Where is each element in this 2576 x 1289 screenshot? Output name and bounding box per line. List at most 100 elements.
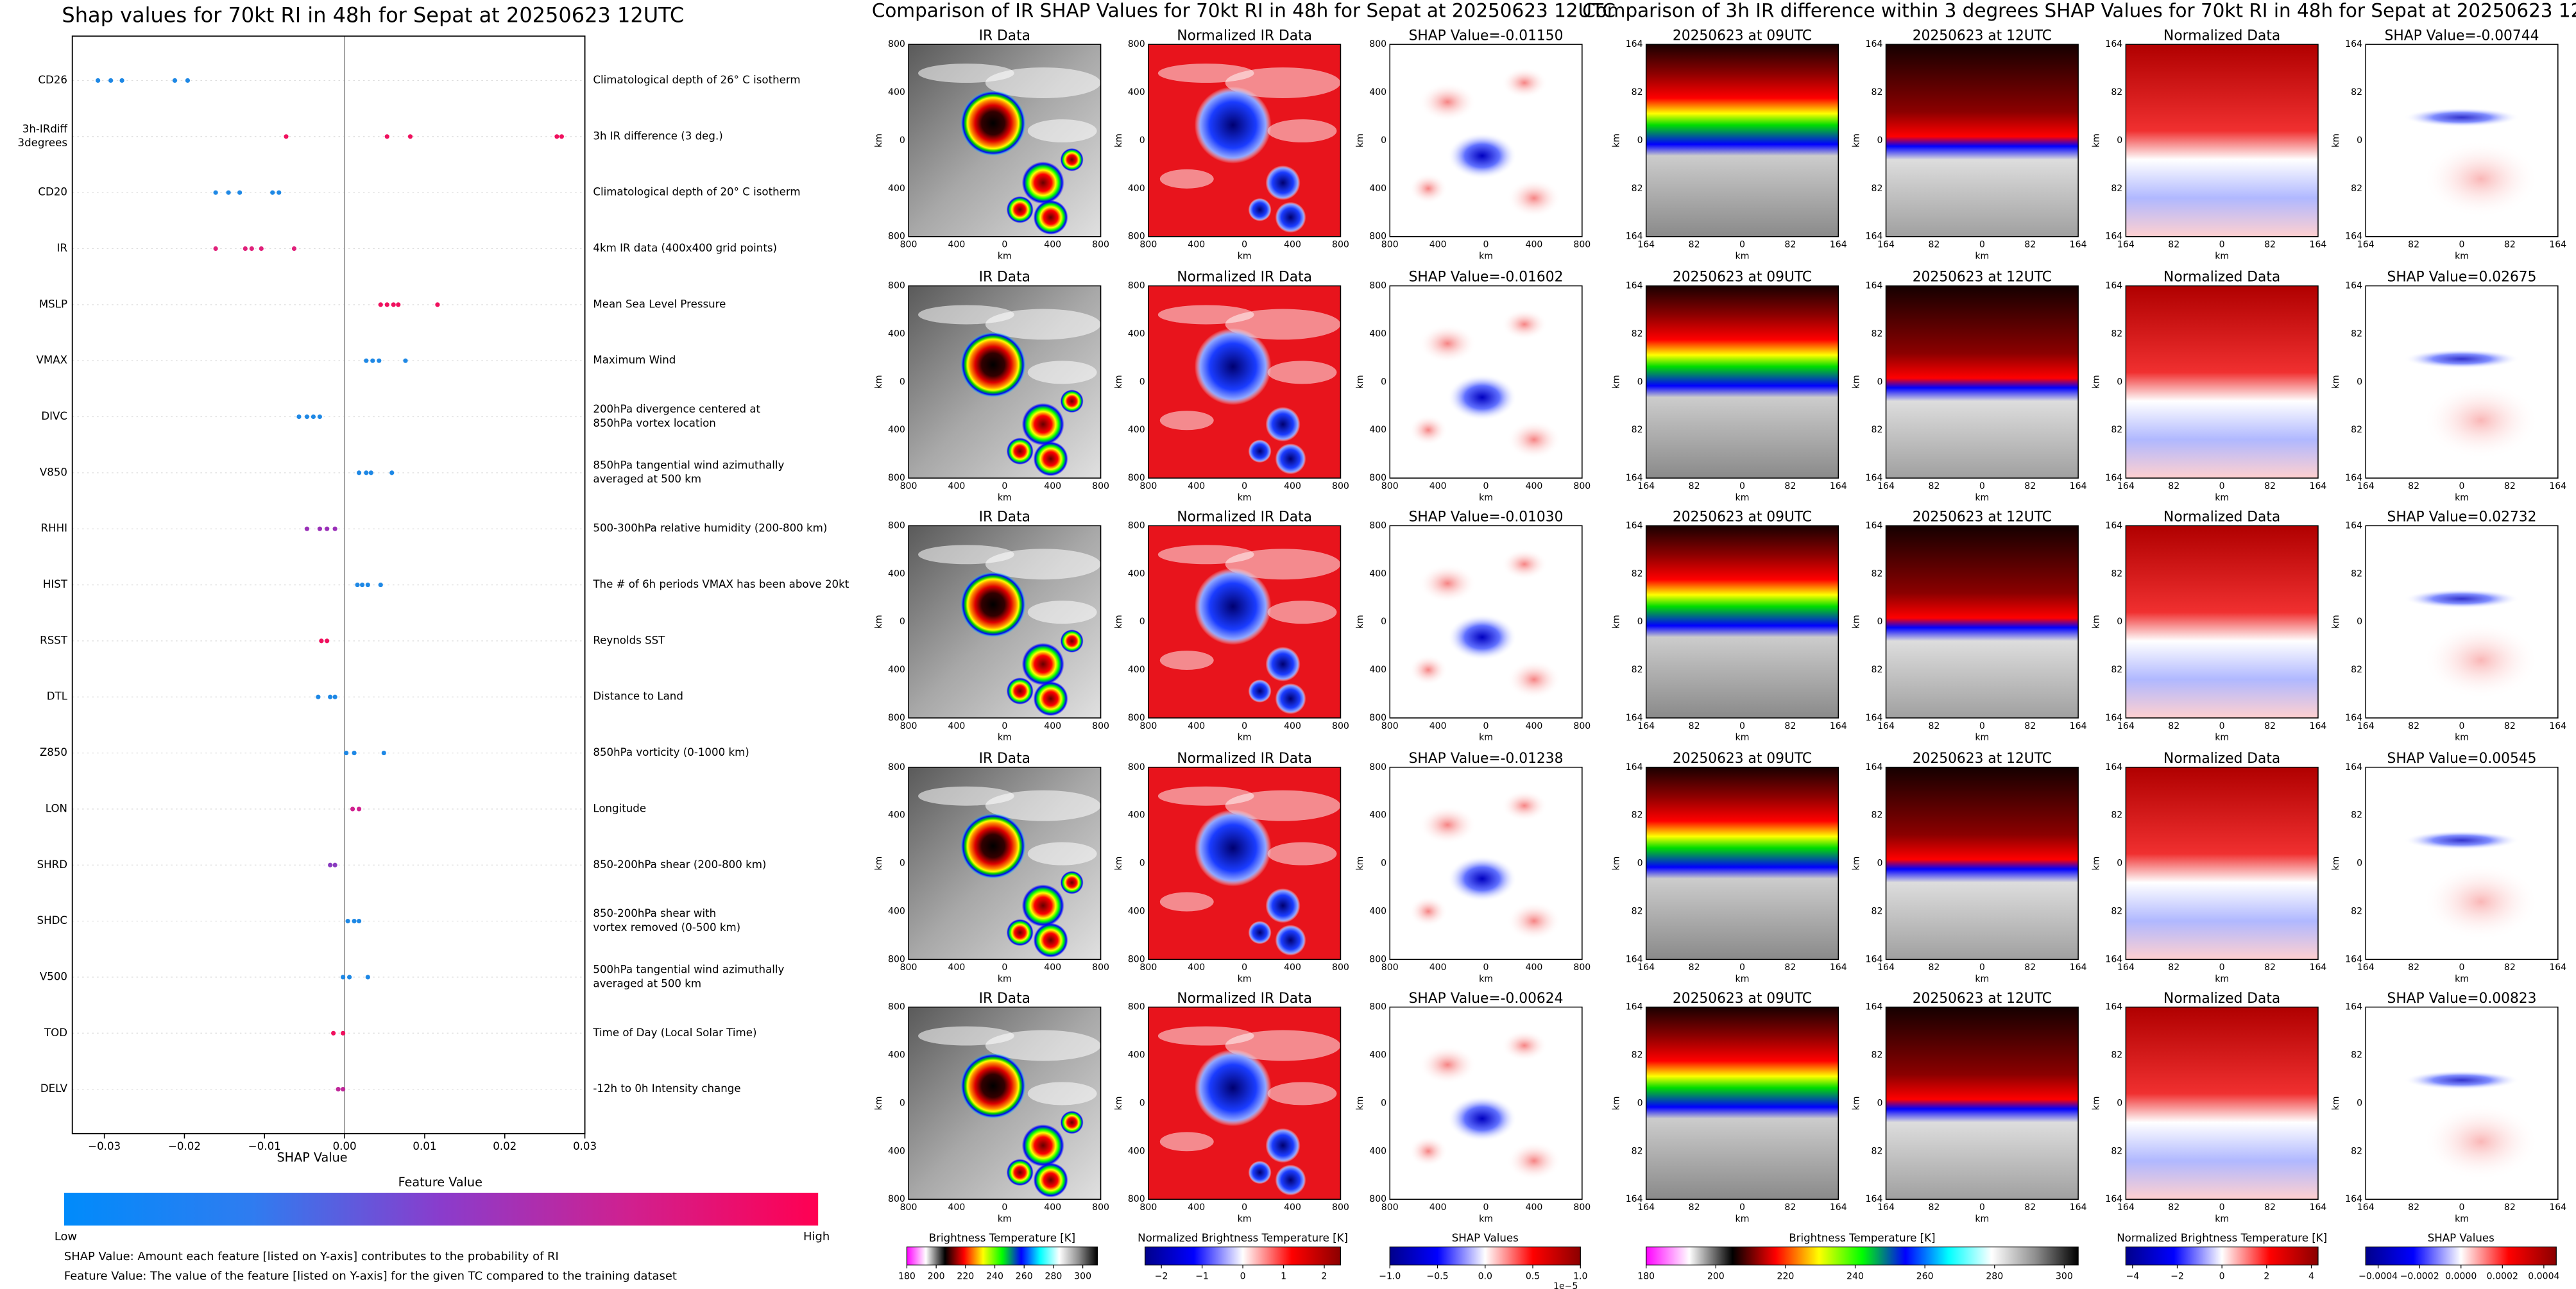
x-tick-label: 800 [900, 240, 917, 250]
cloud [917, 545, 1014, 565]
panel-title: IR Data [979, 751, 1030, 767]
colorbar-title: Feature Value [398, 1175, 482, 1190]
panel-title: SHAP Value=-0.01602 [1409, 269, 1564, 286]
x-tick-label: 82 [1689, 721, 1700, 731]
colorbar [1646, 1246, 2079, 1266]
x-tick-label: 82 [2504, 481, 2516, 491]
convection [1033, 923, 1068, 958]
x-tick-label: 164 [1637, 721, 1655, 731]
y-tick-label: 164 [2345, 39, 2362, 49]
x-tick-label: 82 [2408, 240, 2419, 250]
y-tick-label: 82 [1871, 1050, 1882, 1061]
cloud [985, 67, 1101, 99]
y-tick-label: 164 [1866, 520, 1883, 531]
y-tick-label: 0 [2117, 135, 2122, 146]
shap-point [319, 638, 324, 644]
y-tick-label: 400 [1128, 810, 1145, 821]
x-tick-label: 400 [1526, 481, 1543, 491]
x-tick-label: 0 [1979, 240, 1985, 250]
panel-image [1390, 44, 1582, 237]
x-tick-label: 0 [1002, 962, 1007, 973]
y-tick-label: 800 [1128, 1002, 1145, 1012]
y-tick-label: 164 [1626, 954, 1643, 964]
convection [1006, 196, 1034, 223]
panel-frame [1148, 767, 1342, 960]
panel-title: IR Data [979, 991, 1030, 1007]
colorbar-low: Low [55, 1230, 77, 1243]
shap-point [364, 358, 369, 363]
y-tick-label: 800 [1128, 1194, 1145, 1204]
shap-point [364, 470, 369, 475]
x-tick-label: 0 [2219, 721, 2225, 731]
panel-image [1646, 286, 1839, 479]
colorbar-tick-label: 280 [1986, 1272, 2003, 1282]
panel-title: SHAP Value=-0.01030 [1409, 509, 1564, 525]
shap-point [365, 582, 370, 588]
convection [1021, 643, 1064, 686]
x-tick-label: 400 [1188, 481, 1205, 491]
shap-point [291, 246, 297, 252]
cloud [1267, 119, 1337, 142]
x-tick-label: 400 [1284, 481, 1301, 491]
x-tick-label: 82 [1784, 481, 1796, 491]
bt-12 [1886, 44, 2079, 237]
x-tick-label: 800 [1092, 1202, 1109, 1213]
eye [960, 572, 1026, 638]
y-tick-label: 400 [888, 665, 905, 675]
shap-point [172, 78, 178, 83]
x-tick-label: 0 [1002, 481, 1007, 491]
x-tick-label: 800 [1139, 962, 1157, 973]
shap-point [296, 414, 302, 420]
panel-title: Normalized IR Data [1177, 28, 1312, 44]
colorbar-label: SHAP Values [2428, 1232, 2495, 1244]
x-tick-label: 82 [1784, 962, 1796, 973]
x-tick-label: 82 [2504, 962, 2516, 973]
y-tick-label: 82 [1871, 1146, 1882, 1156]
y-axis-label: km [2091, 1096, 2101, 1110]
x-tick-label: 0 [2459, 962, 2465, 973]
y-tick-label: 82 [1871, 329, 1882, 339]
convection [1021, 884, 1064, 927]
x-tick-label: 0 [1002, 721, 1007, 731]
shap-point [352, 919, 357, 924]
feature-label: DIVC [41, 410, 67, 422]
colorbar-tick-label: 0.0 [1478, 1272, 1492, 1282]
y-axis-label: km [874, 1096, 884, 1110]
x-tick-label: 82 [1689, 962, 1700, 973]
colorbar-tick-label: −2 [2171, 1272, 2184, 1282]
cloud [1267, 361, 1337, 384]
shap-red [1506, 420, 1561, 459]
shap-red [1419, 805, 1477, 844]
x-tick-label: 82 [2168, 962, 2179, 973]
panel-frame [2365, 44, 2559, 237]
x-tick-label: 164 [2549, 240, 2566, 250]
x-tick-label: 400 [1284, 1202, 1301, 1213]
shap-point [243, 246, 248, 252]
y-axis-label: km [2331, 857, 2341, 871]
y-tick-label: 400 [1369, 425, 1386, 435]
y-tick-label: 400 [1128, 425, 1145, 435]
y-tick-label: 800 [1128, 232, 1145, 242]
y-tick-label: 800 [1128, 520, 1145, 531]
x-tick-label: 164 [2070, 481, 2087, 491]
x-tick-label: 164 [2549, 1202, 2566, 1213]
y-tick-label: 82 [2111, 425, 2122, 435]
x-tick-label: 82 [2024, 1202, 2036, 1213]
panel-image [2126, 286, 2318, 479]
convection [1006, 678, 1034, 704]
colorbar-tick-label: −0.0004 [2358, 1272, 2398, 1282]
panel-frame [908, 285, 1102, 479]
y-tick-label: 164 [2345, 281, 2362, 291]
x-axis-label: km [1238, 251, 1252, 261]
colorbar-tick-label: 220 [1777, 1272, 1794, 1282]
x-tick-label: 0 [1241, 1202, 1247, 1213]
panel-frame [1645, 525, 1839, 719]
convection [1006, 438, 1034, 465]
x-tick-label: 164 [1830, 240, 1847, 250]
y-tick-label: 164 [1866, 1194, 1883, 1204]
shap-point [185, 78, 191, 83]
x-tick-label: 82 [2264, 721, 2276, 731]
y-tick-label: 164 [1626, 713, 1643, 723]
colorbar-tick-label: 4 [2308, 1272, 2314, 1282]
x-tick-label: 800 [1573, 240, 1591, 250]
